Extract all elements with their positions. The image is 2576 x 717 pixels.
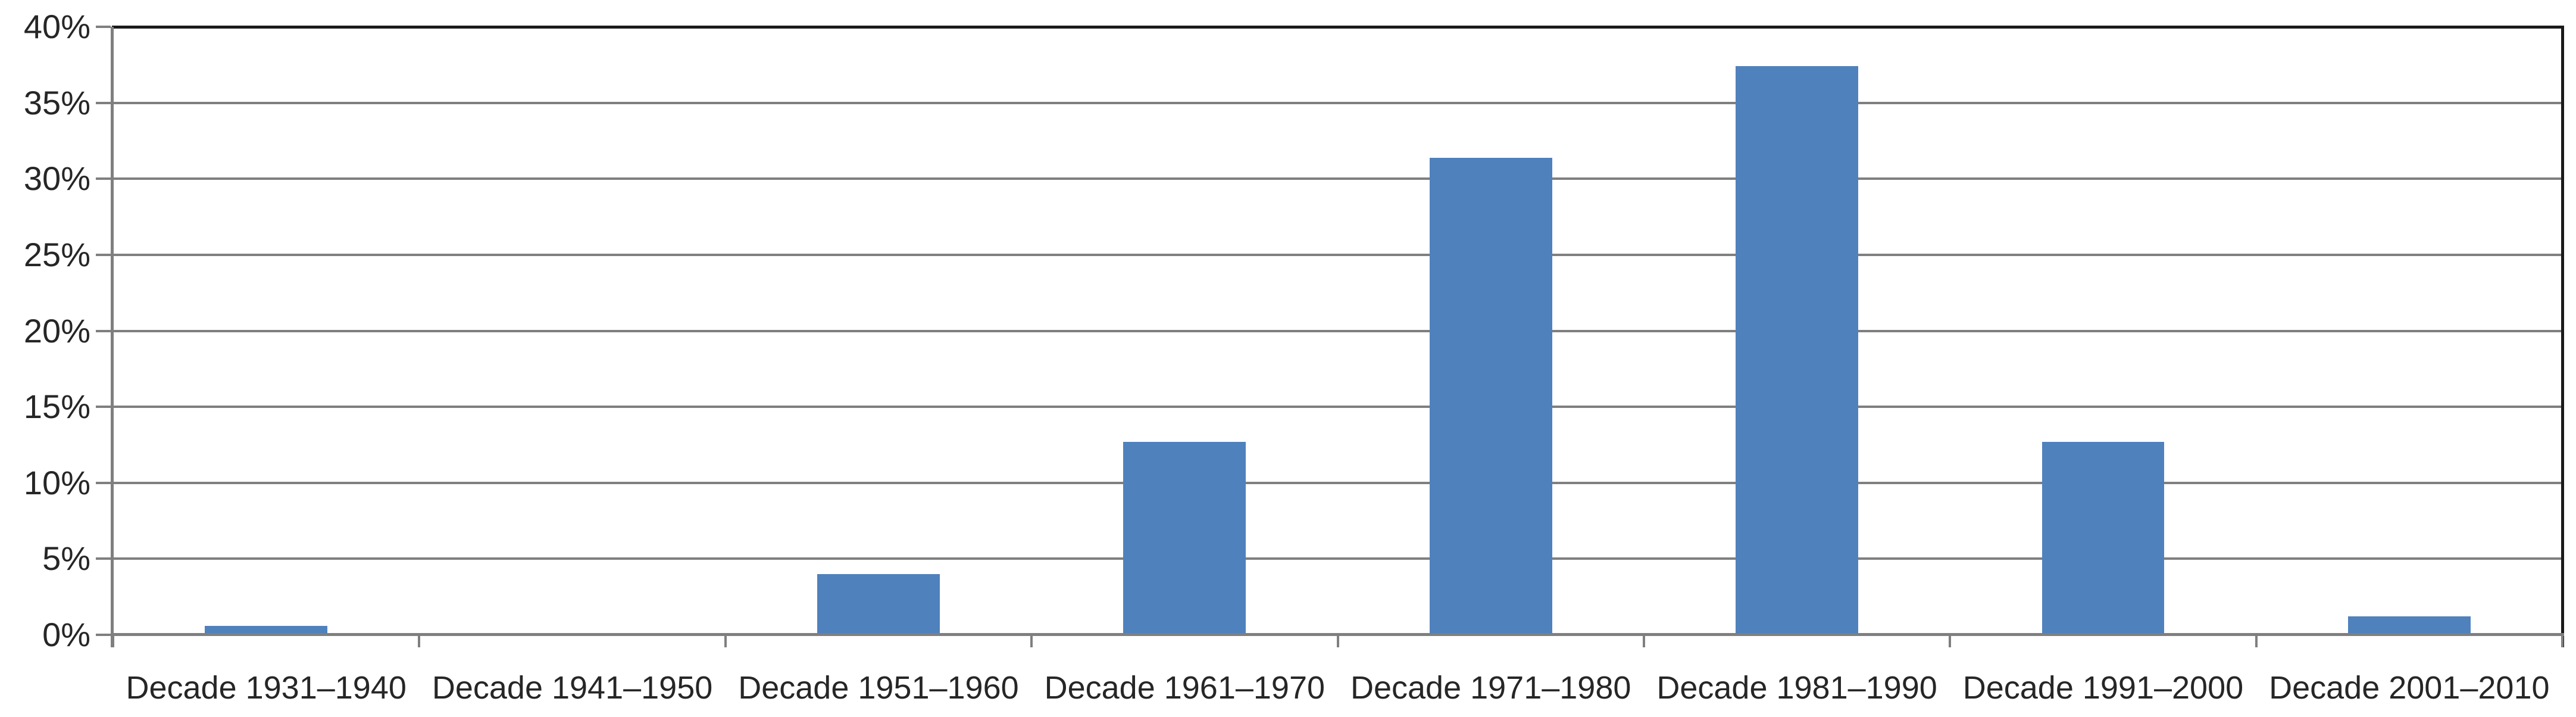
x-axis-line [111, 633, 2564, 636]
x-axis-tick [1642, 635, 1645, 647]
plot-border-right [2561, 26, 2564, 647]
x-axis-tick [112, 635, 114, 647]
x-tick-label: Decade 1971–1980 [1350, 670, 1631, 706]
y-axis-tick [96, 329, 111, 332]
x-axis-tick [724, 635, 727, 647]
bar-1 [205, 625, 328, 635]
y-tick-label: 15% [23, 388, 90, 426]
x-tick-label: Decade 1931–1940 [126, 670, 407, 706]
gridline [113, 481, 2564, 484]
x-tick-label: Decade 1991–2000 [1962, 670, 2244, 706]
gridline [113, 557, 2564, 560]
x-axis-tick [1030, 635, 1033, 647]
y-tick-label: 0% [42, 616, 90, 653]
bar-7 [2042, 441, 2165, 635]
y-axis-tick [96, 26, 111, 28]
x-tick-label: Decade 2001–2010 [2269, 670, 2550, 706]
x-axis-tick [418, 635, 421, 647]
y-axis-tick [96, 101, 111, 104]
y-axis-tick [96, 557, 111, 560]
y-tick-label: 25% [23, 235, 90, 273]
gridline [113, 329, 2564, 332]
gridline [113, 101, 2564, 104]
y-tick-label: 40% [23, 8, 90, 45]
y-tick-label: 20% [23, 311, 90, 350]
bar-8 [2347, 616, 2471, 635]
y-tick-label: 5% [42, 540, 90, 578]
y-tick-label: 10% [23, 463, 90, 501]
bar-6 [1736, 66, 1858, 635]
y-axis-tick [96, 253, 111, 256]
gridline [113, 253, 2564, 256]
y-tick-label: 30% [23, 160, 90, 198]
x-tick-label: Decade 1941–1950 [432, 670, 713, 706]
bar-5 [1429, 157, 1552, 635]
x-axis-tick [1336, 635, 1339, 647]
y-axis-tick [96, 406, 111, 409]
bar-4 [1123, 441, 1246, 635]
x-tick-label: Decade 1981–1990 [1656, 670, 1937, 706]
x-tick-label: Decade 1951–1960 [738, 670, 1019, 706]
x-axis-tick [2255, 635, 2258, 647]
x-tick-label: Decade 1961–1970 [1044, 670, 1325, 706]
y-axis-tick [96, 177, 111, 180]
y-axis-tick [96, 634, 111, 636]
y-tick-label: 35% [23, 83, 90, 121]
x-axis-tick [1949, 635, 1952, 647]
y-axis-tick [96, 481, 111, 484]
gridline [113, 177, 2564, 180]
x-axis-tick [2561, 635, 2564, 647]
gridline [113, 406, 2564, 409]
y-axis-line [111, 27, 114, 647]
bar-3 [817, 573, 940, 635]
plot-border-top [112, 26, 2564, 29]
